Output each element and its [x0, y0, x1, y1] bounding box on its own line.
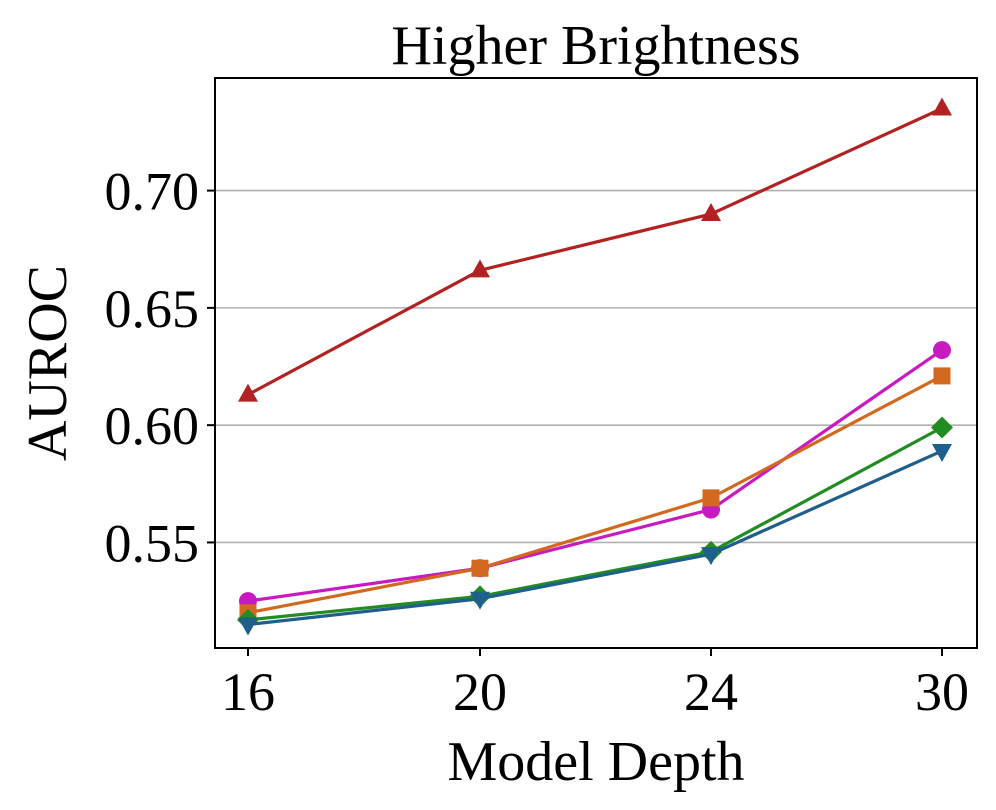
x-tick-label: 24 — [684, 662, 738, 722]
data-point-marker — [933, 341, 951, 360]
plot-frame — [214, 77, 978, 649]
series-diamond — [237, 416, 953, 631]
data-point-marker — [238, 383, 258, 402]
x-tick-label: 16 — [221, 662, 275, 722]
data-point-marker — [932, 97, 952, 116]
data-point-marker — [471, 559, 489, 577]
series-line — [247, 449, 943, 627]
series-triangle-up — [238, 97, 952, 402]
series-line — [247, 107, 943, 397]
y-axis-label: AUROC — [17, 265, 79, 461]
data-point-marker — [701, 203, 721, 222]
y-tick-label: 0.65 — [105, 279, 200, 339]
y-tick-label: 0.70 — [105, 162, 200, 222]
series-triangle-down — [238, 443, 952, 636]
y-tick-label: 0.55 — [105, 513, 200, 573]
chart-title: Higher Brightness — [391, 15, 800, 77]
series-circle — [239, 341, 951, 611]
data-point-marker — [702, 489, 720, 507]
y-axis: 0.55 0.60 0.65 0.70 — [105, 162, 215, 573]
data-point-marker — [701, 547, 721, 566]
x-tick-label: 30 — [915, 662, 969, 722]
series-line — [247, 374, 943, 615]
data-point-marker — [470, 259, 490, 278]
series-group — [237, 97, 953, 636]
data-point-marker — [931, 416, 953, 439]
y-tick-label: 0.60 — [105, 396, 200, 456]
data-point-marker — [933, 367, 951, 385]
data-point-marker — [470, 591, 490, 610]
data-point-marker — [238, 617, 258, 636]
x-axis: 16 20 24 30 — [221, 648, 969, 722]
x-axis-label: Model Depth — [447, 731, 744, 793]
data-point-marker — [932, 443, 952, 462]
x-tick-label: 20 — [453, 662, 507, 722]
series-line — [247, 426, 943, 622]
series-line — [247, 348, 943, 603]
